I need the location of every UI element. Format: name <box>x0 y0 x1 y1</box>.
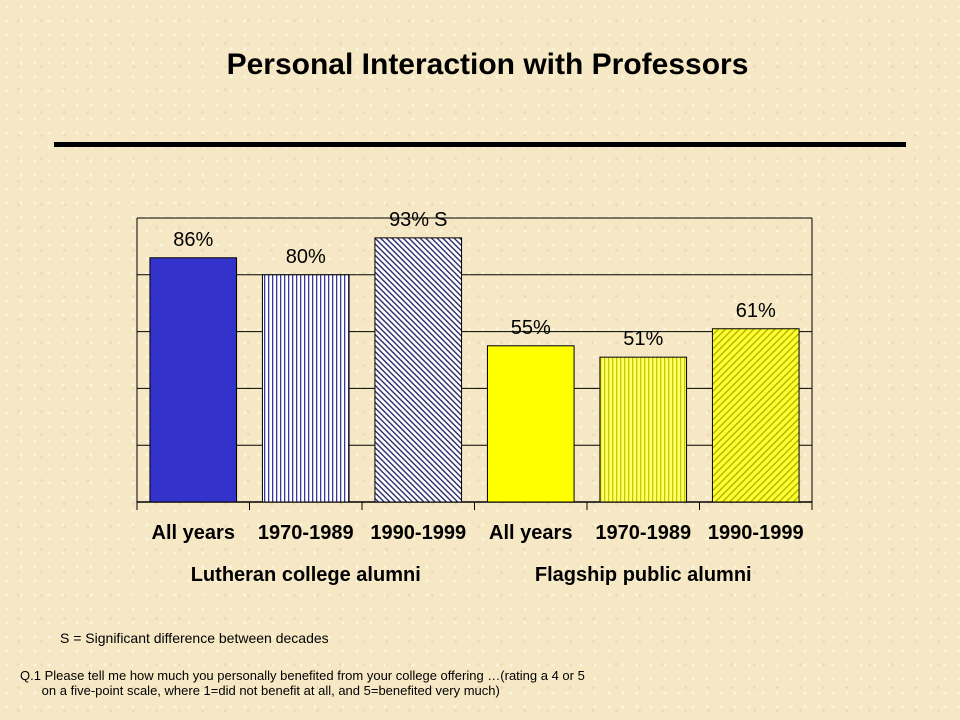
x-tick-label-3: 1990-1999 <box>370 522 466 544</box>
title-rule <box>54 142 906 147</box>
labels: 86% All years 80% 1970-1989 93% S 1990-1999 55%… <box>152 209 804 586</box>
significance-marker: S <box>434 209 447 231</box>
data-label-2: 80% <box>286 246 326 268</box>
x-tick-label-4: All years <box>489 522 572 544</box>
bars <box>149 237 800 503</box>
bar-6 <box>711 328 800 503</box>
x-tick-label-1: All years <box>152 522 235 544</box>
data-label-1: 86% <box>173 229 213 251</box>
x-tick-label-2: 1970-1989 <box>258 522 354 544</box>
significance-footnote: S = Significant difference between decad… <box>60 630 329 646</box>
question-line-1: Q.1 Please tell me how much you personal… <box>20 668 585 683</box>
x-tick-label-6: 1990-1999 <box>708 522 804 544</box>
chart-title: Personal Interaction with Professors <box>226 48 749 81</box>
data-label-5: 51% <box>623 328 663 350</box>
question-footnote: Q.1 Please tell me how much you personal… <box>20 668 585 698</box>
bar-2 <box>261 274 350 503</box>
bar-1 <box>149 257 238 503</box>
gridlines <box>136 217 813 510</box>
group-label-2: Flagship public alumni <box>535 564 752 586</box>
data-label-3: 93% S <box>389 209 447 231</box>
group-label-1: Lutheran college alumni <box>191 564 421 586</box>
data-label-6: 61% <box>736 300 776 322</box>
data-label-4: 55% <box>511 317 551 339</box>
bar-3 <box>374 237 463 503</box>
x-tick-label-5: 1970-1989 <box>595 522 691 544</box>
bar-5 <box>599 356 688 503</box>
bar-4 <box>486 345 575 503</box>
question-line-2: on a five-point scale, where 1=did not b… <box>20 683 500 698</box>
